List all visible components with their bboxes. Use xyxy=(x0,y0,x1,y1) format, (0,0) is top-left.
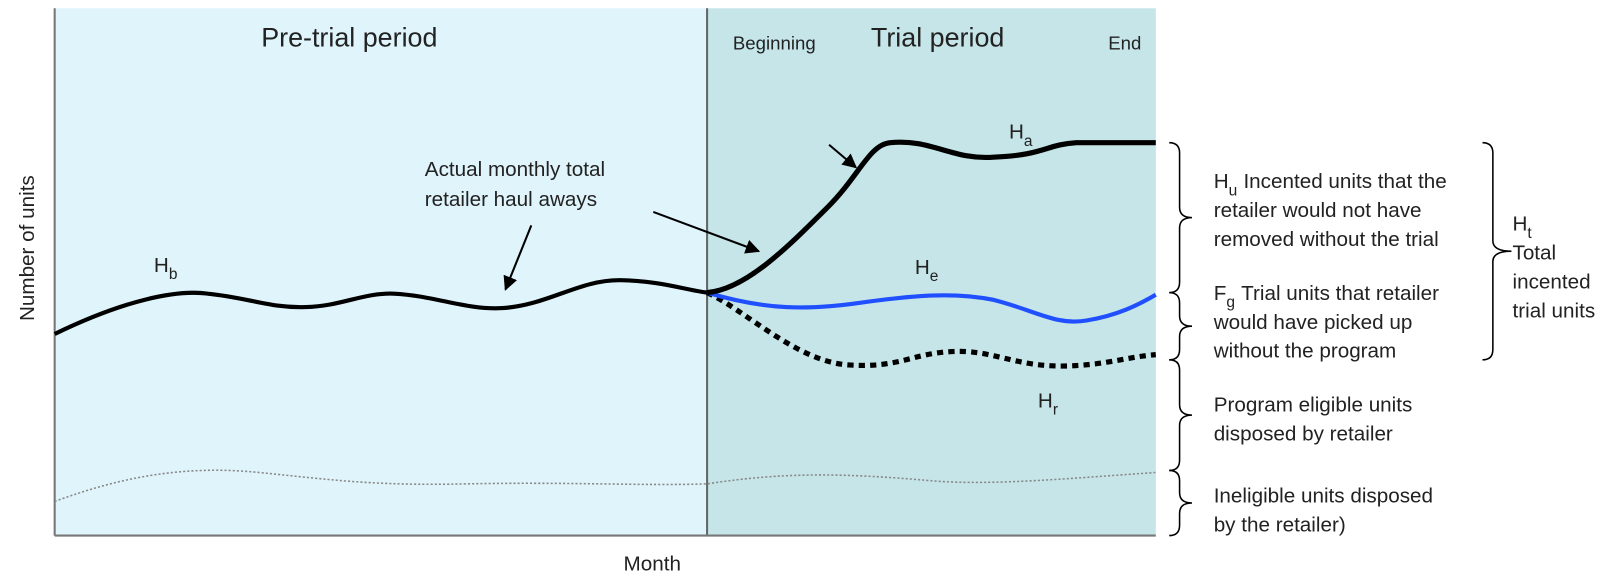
description-line: by the retailer) xyxy=(1214,513,1346,536)
pre-trial-label: Pre-trial period xyxy=(261,23,437,53)
brace xyxy=(1169,291,1193,361)
symbol-label: Hu Incented units that the xyxy=(1214,170,1447,199)
symbol-sub: b xyxy=(169,266,178,283)
total-line: incented xyxy=(1513,270,1591,293)
description-line: Ineligible units disposed xyxy=(1214,484,1433,507)
symbol-main: H xyxy=(1009,121,1024,144)
symbol-main: H xyxy=(1038,389,1053,412)
symbol-sub: u xyxy=(1229,182,1238,199)
symbol-label: He xyxy=(915,256,939,285)
x-axis-label: Month xyxy=(624,553,681,576)
annotation: Actual monthly total xyxy=(425,158,605,181)
symbol-sub: a xyxy=(1024,133,1033,150)
brace xyxy=(1169,469,1193,537)
symbol-label: Hb xyxy=(154,254,178,283)
symbol-main: H xyxy=(1513,213,1528,236)
total-line: Total xyxy=(1513,242,1557,265)
hb-curve xyxy=(53,278,708,336)
description-line: without the program xyxy=(1213,340,1397,363)
symbol-sub: t xyxy=(1527,225,1532,242)
ineligible-curve xyxy=(54,469,1156,503)
arrow xyxy=(828,143,858,169)
symbol-label: Ha xyxy=(1009,121,1033,150)
annotation: retailer haul aways xyxy=(425,188,597,211)
brackets: Hu Incented units that the retailer would … xyxy=(1169,141,1596,537)
arrow xyxy=(503,225,533,291)
hr-curve xyxy=(705,290,1156,369)
pre-trial-region xyxy=(54,8,708,536)
brace xyxy=(1169,141,1193,294)
ha-curve xyxy=(706,139,1156,296)
brace xyxy=(1169,359,1193,472)
trial-label: Trial period xyxy=(871,23,1004,53)
description-line: would have picked up xyxy=(1213,311,1413,334)
description-line: removed without the trial xyxy=(1214,228,1439,251)
symbol-sub: e xyxy=(930,268,939,285)
description-line: retailer would not have xyxy=(1214,199,1422,222)
brace xyxy=(1482,141,1512,361)
symbol-label: Fg Trial units that retailer xyxy=(1214,282,1439,311)
arrow xyxy=(652,210,761,254)
symbol-main: F xyxy=(1214,282,1227,305)
symbol-main: H xyxy=(1214,170,1229,193)
description-line: Trial units that retailer xyxy=(1241,282,1439,305)
symbol-sub: r xyxy=(1053,402,1058,419)
end-label: End xyxy=(1108,33,1141,54)
symbol-main: H xyxy=(154,254,169,277)
total-line: trial units xyxy=(1513,299,1596,322)
y-axis-label: Number of units xyxy=(16,175,39,321)
symbol-main: H xyxy=(915,256,930,279)
description-line: disposed by retailer xyxy=(1214,422,1393,445)
beginning-label: Beginning xyxy=(733,33,816,54)
symbol-label: Hr xyxy=(1038,389,1058,418)
he-curve xyxy=(706,290,1157,324)
description-line: Program eligible units xyxy=(1214,394,1413,417)
symbol-sub: g xyxy=(1226,294,1235,311)
symbol-label: Ht xyxy=(1513,213,1533,242)
trial-region xyxy=(707,8,1156,536)
description-line: Incented units that the xyxy=(1243,170,1446,193)
